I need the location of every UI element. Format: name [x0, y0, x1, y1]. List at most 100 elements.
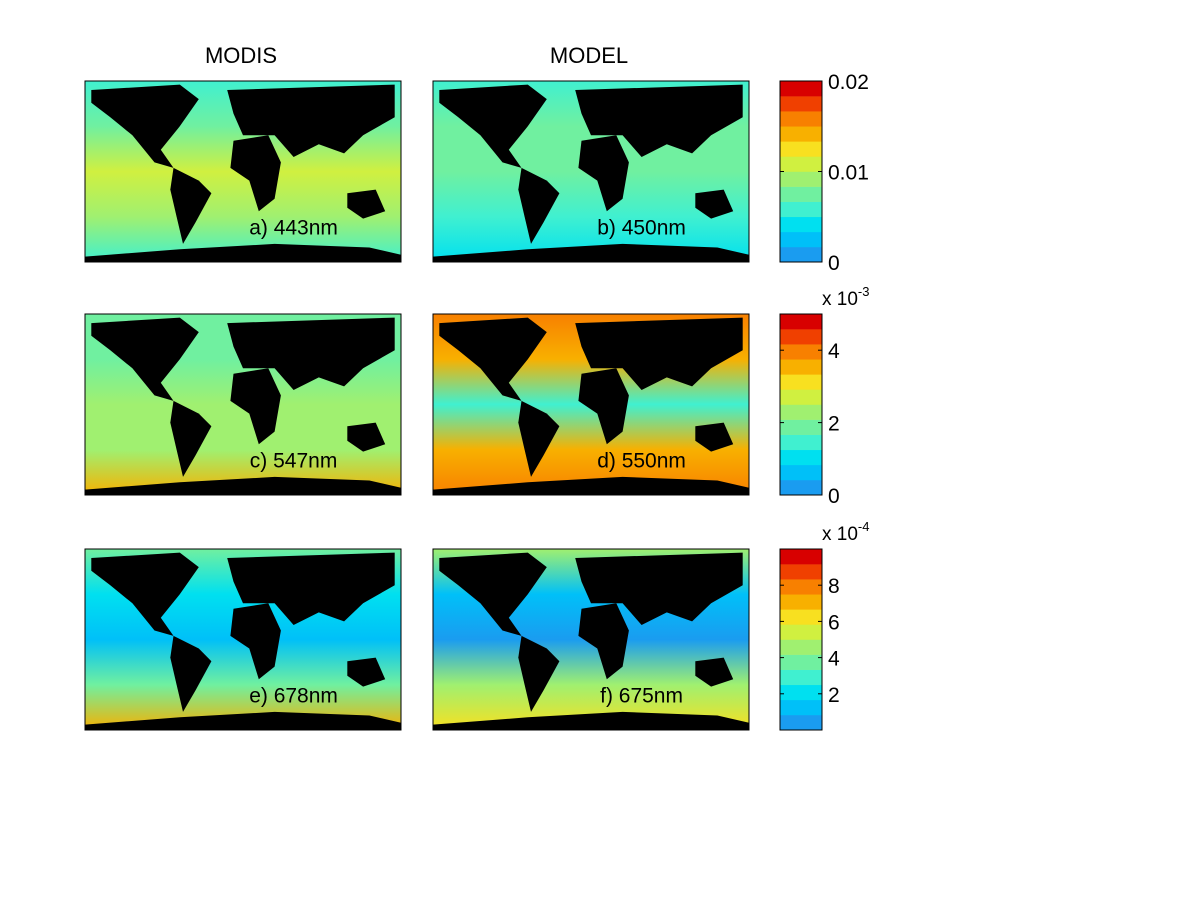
map-land: [695, 657, 734, 687]
column-title: MODIS: [205, 43, 277, 68]
map-land: [227, 317, 395, 390]
map-frame: [432, 548, 750, 731]
map-land: [439, 317, 547, 401]
color-band: [780, 171, 822, 187]
color-band: [780, 639, 822, 655]
map-land: [433, 243, 749, 262]
map-frame: [432, 80, 750, 263]
color-band: [780, 654, 822, 670]
color-band: [780, 216, 822, 233]
map-land: [439, 552, 547, 636]
tick-label: 0.01: [828, 162, 869, 185]
map-land: [347, 657, 386, 687]
color-band: [780, 699, 822, 716]
color-band: [780, 464, 822, 481]
color-band: [780, 81, 822, 97]
map-land: [518, 167, 560, 244]
map-land: [575, 84, 743, 157]
panel-label: e) 678nm: [249, 685, 338, 708]
map-frame: [84, 548, 402, 731]
map-land: [695, 422, 734, 452]
color-band: [780, 344, 822, 360]
multiplier-label: x 10-4: [822, 519, 869, 545]
panel-label: d) 550nm: [597, 450, 686, 473]
panel-label: a) 443nm: [249, 217, 338, 240]
tick-label: 4: [828, 340, 840, 363]
color-band: [780, 624, 822, 640]
map-land: [85, 243, 401, 262]
map-land: [439, 84, 547, 168]
map-land: [578, 603, 629, 680]
color-band: [780, 684, 822, 701]
color-band: [780, 111, 822, 127]
map-land: [170, 167, 212, 244]
color-band: [780, 359, 822, 375]
color-band: [780, 549, 822, 565]
map-land: [91, 552, 199, 636]
tick-label: 2: [828, 684, 840, 707]
map-frame: [432, 313, 750, 496]
multiplier-label: x 10-3: [822, 284, 869, 310]
multiplier-base: x 10: [822, 289, 858, 310]
color-band: [780, 141, 822, 157]
map-land: [347, 422, 386, 452]
tick-label: 0: [828, 252, 840, 275]
column-title: MODEL: [550, 43, 628, 68]
color-band: [780, 156, 822, 172]
color-band: [780, 419, 822, 435]
color-band: [780, 479, 822, 496]
tick-label: 6: [828, 611, 840, 634]
color-band: [780, 609, 822, 625]
map-land: [575, 552, 743, 625]
color-band: [780, 404, 822, 420]
panel-label: f) 675nm: [600, 685, 683, 708]
map-land: [433, 476, 749, 495]
map-land: [518, 400, 560, 477]
colorbar-frame: [779, 548, 823, 731]
color-band: [780, 594, 822, 610]
map-frame: [84, 313, 402, 496]
map-land: [695, 189, 734, 219]
color-band: [780, 186, 822, 202]
map-land: [91, 84, 199, 168]
panel-label: b) 450nm: [597, 217, 686, 240]
map-land: [575, 317, 743, 390]
color-band: [780, 434, 822, 451]
tick-label: 0.02: [828, 71, 869, 94]
tick-label: 0: [828, 485, 840, 508]
color-band: [780, 714, 822, 731]
map-land: [91, 317, 199, 401]
map-land: [578, 135, 629, 212]
color-band: [780, 564, 822, 580]
color-band: [780, 449, 822, 466]
color-band: [780, 579, 822, 595]
tick-label: 2: [828, 413, 840, 436]
map-land: [578, 368, 629, 445]
map-land: [170, 400, 212, 477]
map-frame: [84, 80, 402, 263]
map-land: [230, 368, 281, 445]
map-land: [85, 476, 401, 495]
color-band: [780, 201, 822, 218]
map-land: [170, 635, 212, 712]
color-band: [780, 329, 822, 345]
map-land: [518, 635, 560, 712]
map-land: [230, 135, 281, 212]
color-band: [780, 246, 822, 263]
tick-label: 8: [828, 575, 840, 598]
color-band: [780, 389, 822, 405]
multiplier-base: x 10: [822, 524, 858, 545]
tick-label: 4: [828, 648, 840, 671]
color-band: [780, 374, 822, 390]
colorbar-frame: [779, 313, 823, 496]
color-band: [780, 231, 822, 248]
color-band: [780, 126, 822, 142]
map-land: [227, 84, 395, 157]
color-band: [780, 96, 822, 112]
map-land: [230, 603, 281, 680]
panel-label: c) 547nm: [250, 450, 338, 473]
map-land: [433, 711, 749, 730]
multiplier-exponent: -3: [858, 284, 870, 299]
